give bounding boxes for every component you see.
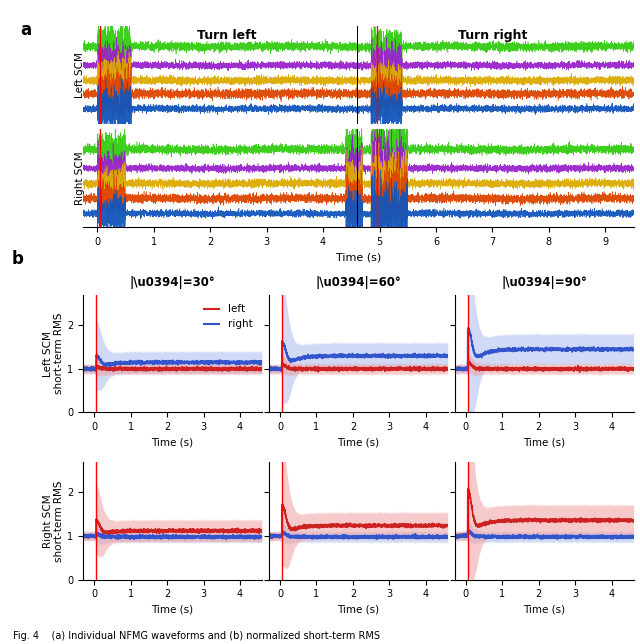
Title: |\u0394|=30°: |\u0394|=30°	[130, 276, 216, 289]
Text: Turn right: Turn right	[458, 28, 527, 42]
Y-axis label: Right SCM
short-term RMS: Right SCM short-term RMS	[43, 480, 65, 562]
X-axis label: Time (s): Time (s)	[337, 605, 380, 615]
Text: a: a	[20, 21, 31, 39]
Text: b: b	[12, 250, 24, 268]
X-axis label: Time (s): Time (s)	[523, 438, 565, 448]
Y-axis label: Right SCM: Right SCM	[76, 151, 85, 205]
X-axis label: Time (s): Time (s)	[152, 438, 194, 448]
X-axis label: Time (s): Time (s)	[336, 252, 381, 262]
Title: |\u0394|=90°: |\u0394|=90°	[501, 276, 587, 289]
Title: |\u0394|=60°: |\u0394|=60°	[316, 276, 401, 289]
X-axis label: Time (s): Time (s)	[337, 438, 380, 448]
Text: Fig. 4    (a) Individual NFMG waveforms and (b) normalized short-term RMS: Fig. 4 (a) Individual NFMG waveforms and…	[13, 630, 380, 641]
Y-axis label: Left SCM: Left SCM	[76, 52, 85, 98]
Legend: left, right: left, right	[200, 300, 257, 334]
Text: Turn left: Turn left	[197, 28, 257, 42]
X-axis label: Time (s): Time (s)	[523, 605, 565, 615]
Y-axis label: Left SCM
short-term RMS: Left SCM short-term RMS	[43, 313, 65, 394]
X-axis label: Time (s): Time (s)	[152, 605, 194, 615]
